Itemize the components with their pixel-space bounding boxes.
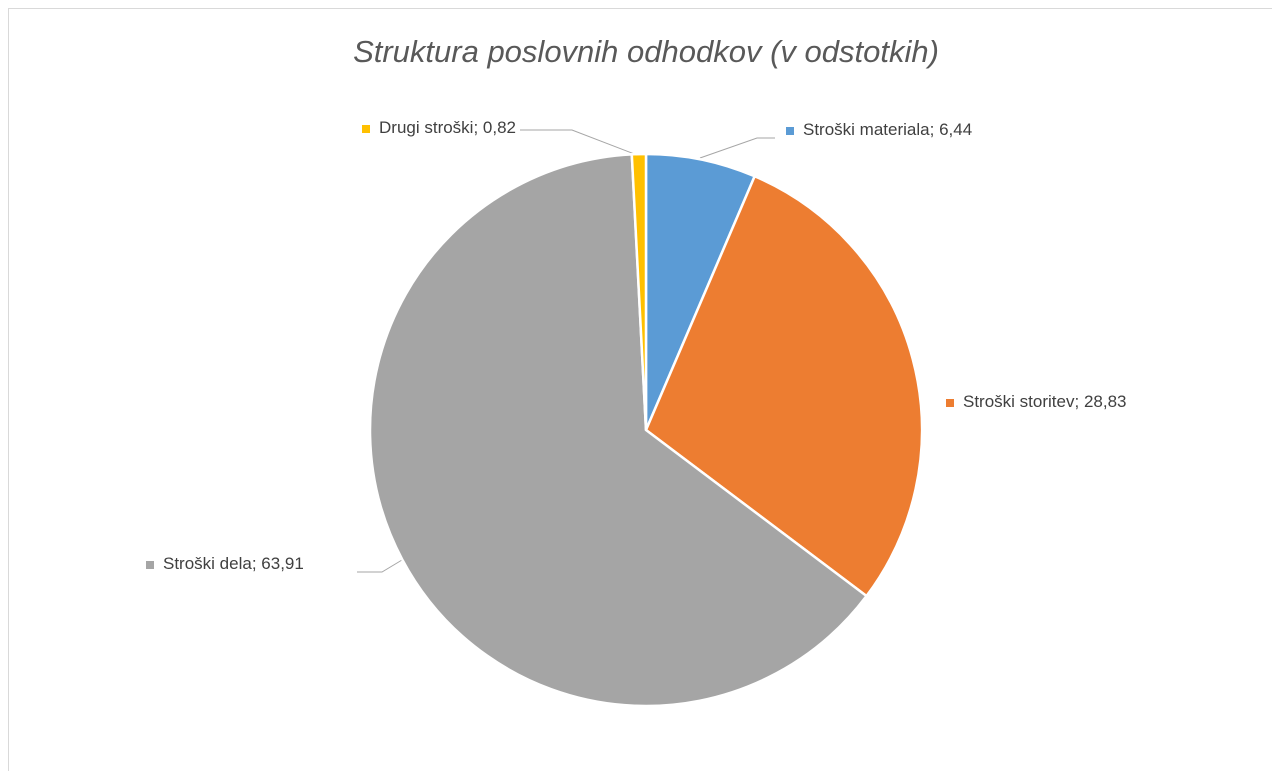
legend-marker xyxy=(362,125,370,133)
pie-slice xyxy=(644,174,924,598)
leader-line xyxy=(357,559,403,573)
leader-line xyxy=(520,129,638,156)
legend-marker xyxy=(946,399,954,407)
pie-slice xyxy=(368,153,869,708)
pie-slice xyxy=(644,152,757,431)
label-separator: ; xyxy=(252,554,261,573)
category-label: Drugi stroški xyxy=(379,118,473,137)
legend-marker xyxy=(146,561,154,569)
label-separator: ; xyxy=(930,120,939,139)
legend-marker xyxy=(786,127,794,135)
label-separator: ; xyxy=(473,118,482,137)
pie-slice xyxy=(630,152,648,431)
leader-line xyxy=(699,137,775,159)
category-label: Stroški materiala xyxy=(803,120,930,139)
data-label: Stroški dela; 63,91 xyxy=(163,554,304,573)
chart-title: Struktura poslovnih odhodkov (v odstotki… xyxy=(353,34,939,69)
value-label: 28,83 xyxy=(1084,392,1127,411)
data-label: Drugi stroški; 0,82 xyxy=(379,118,516,137)
value-label: 6,44 xyxy=(939,120,972,139)
data-label: Stroški storitev; 28,83 xyxy=(963,392,1126,411)
category-label: Stroški dela xyxy=(163,554,252,573)
value-label: 0,82 xyxy=(483,118,516,137)
label-separator: ; xyxy=(1074,392,1083,411)
value-label: 63,91 xyxy=(261,554,304,573)
data-label: Stroški materiala; 6,44 xyxy=(803,120,972,139)
category-label: Stroški storitev xyxy=(963,392,1075,411)
